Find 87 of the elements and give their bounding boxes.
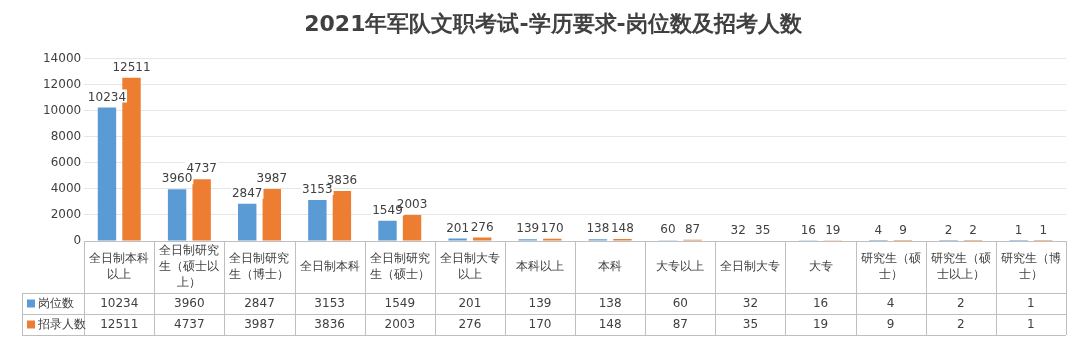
text: 2003: [384, 316, 416, 331]
text: 1: [1027, 316, 1035, 331]
x-tick-label: 全日制研究生（硕士以上）: [159, 243, 220, 290]
y-tick-label: 12000: [42, 76, 82, 91]
text: 3960: [174, 295, 205, 310]
text: 276: [458, 316, 482, 331]
text: 201: [458, 295, 482, 310]
text: 170: [528, 316, 552, 331]
text: 2: [956, 316, 965, 331]
y-tick-label: 10000: [42, 102, 82, 117]
text: 3987: [244, 316, 275, 331]
data-label: 1: [1039, 223, 1048, 238]
data-label: 10234: [87, 89, 127, 104]
x-tick-label: 全日制研究生（博士）: [229, 251, 290, 282]
x-tick-label: 全日制大专: [720, 259, 781, 274]
data-label: 12511: [112, 59, 151, 74]
data-label: 1: [1014, 223, 1023, 238]
data-label: 170: [540, 220, 564, 235]
text: 9: [886, 316, 895, 331]
text: 87: [672, 316, 688, 331]
x-tick-label: 本科以上: [516, 259, 565, 274]
x-tick-label: 全日制研究生（硕士）: [369, 251, 430, 282]
y-tick-label: 4000: [50, 180, 82, 195]
bar: [238, 203, 257, 241]
data-label: 148: [610, 221, 634, 236]
bar: [97, 107, 117, 241]
y-tick-label: 2000: [50, 207, 82, 222]
data-label: 139: [516, 221, 540, 236]
bar: [448, 238, 467, 241]
data-label: 32: [730, 222, 746, 237]
x-tick-label: 研究生（硕士）: [860, 251, 921, 282]
text: 2: [956, 295, 965, 310]
text: 3153: [314, 295, 345, 310]
legend-label: 招录人数: [37, 316, 86, 331]
text: 138: [598, 295, 622, 310]
data-label: 201: [446, 220, 470, 235]
bar: [308, 199, 327, 241]
text: 3836: [314, 316, 345, 331]
x-tick-label: 本科: [598, 259, 623, 274]
data-label: 87: [684, 221, 701, 236]
data-label: 60: [660, 222, 676, 237]
bar: [167, 189, 187, 241]
text: 16: [812, 295, 829, 310]
text: 10234: [100, 295, 139, 310]
x-tick-label: 大专: [808, 259, 833, 274]
y-tick-label: 0: [73, 233, 82, 248]
legend-label: 岗位数: [38, 295, 74, 310]
text: 1: [1027, 295, 1035, 310]
data-label: 3987: [256, 171, 288, 186]
bar: [402, 214, 422, 241]
y-tick-label: 14000: [42, 50, 82, 65]
data-label: 16: [800, 222, 816, 237]
text: 19: [812, 316, 829, 331]
data-label: 4: [874, 223, 883, 238]
data-label: 2: [969, 223, 977, 238]
x-tick-label: 大专以上: [656, 259, 705, 274]
data-label: 2: [944, 223, 953, 238]
data-label: 35: [755, 222, 771, 237]
text: 12511: [100, 316, 139, 331]
text: 35: [742, 316, 759, 331]
text: 139: [528, 295, 552, 310]
x-tick-label: 全日制本科: [299, 259, 360, 274]
y-tick-label: 8000: [50, 128, 82, 143]
x-tick-label: 全日制本科以上: [89, 251, 150, 282]
data-label: 276: [470, 219, 494, 234]
data-label: 138: [586, 221, 610, 236]
data-label: 9: [899, 223, 907, 238]
text: 60: [672, 295, 688, 310]
text: 148: [598, 316, 622, 331]
x-tick-label: 研究生（硕士以上）: [930, 251, 991, 282]
data-label: 19: [825, 222, 841, 237]
data-label: 2847: [231, 185, 263, 200]
x-tick-label: 研究生（博士）: [1000, 251, 1061, 282]
bar: [262, 189, 281, 241]
data-label: 3960: [161, 171, 193, 186]
chart-title: 2021年军队文职考试-学历要求-岗位数及招考人数: [304, 10, 803, 36]
text: 4: [886, 295, 895, 310]
bar: [472, 237, 492, 241]
bar: [192, 179, 211, 241]
text: 4737: [174, 316, 205, 331]
bar: [378, 220, 397, 241]
text: 2847: [244, 295, 275, 310]
text: 1549: [384, 295, 416, 310]
y-tick-label: 6000: [50, 154, 82, 169]
text: 32: [742, 295, 759, 310]
x-tick-label: 全日制大专以上: [439, 251, 500, 282]
bar: [332, 190, 352, 241]
